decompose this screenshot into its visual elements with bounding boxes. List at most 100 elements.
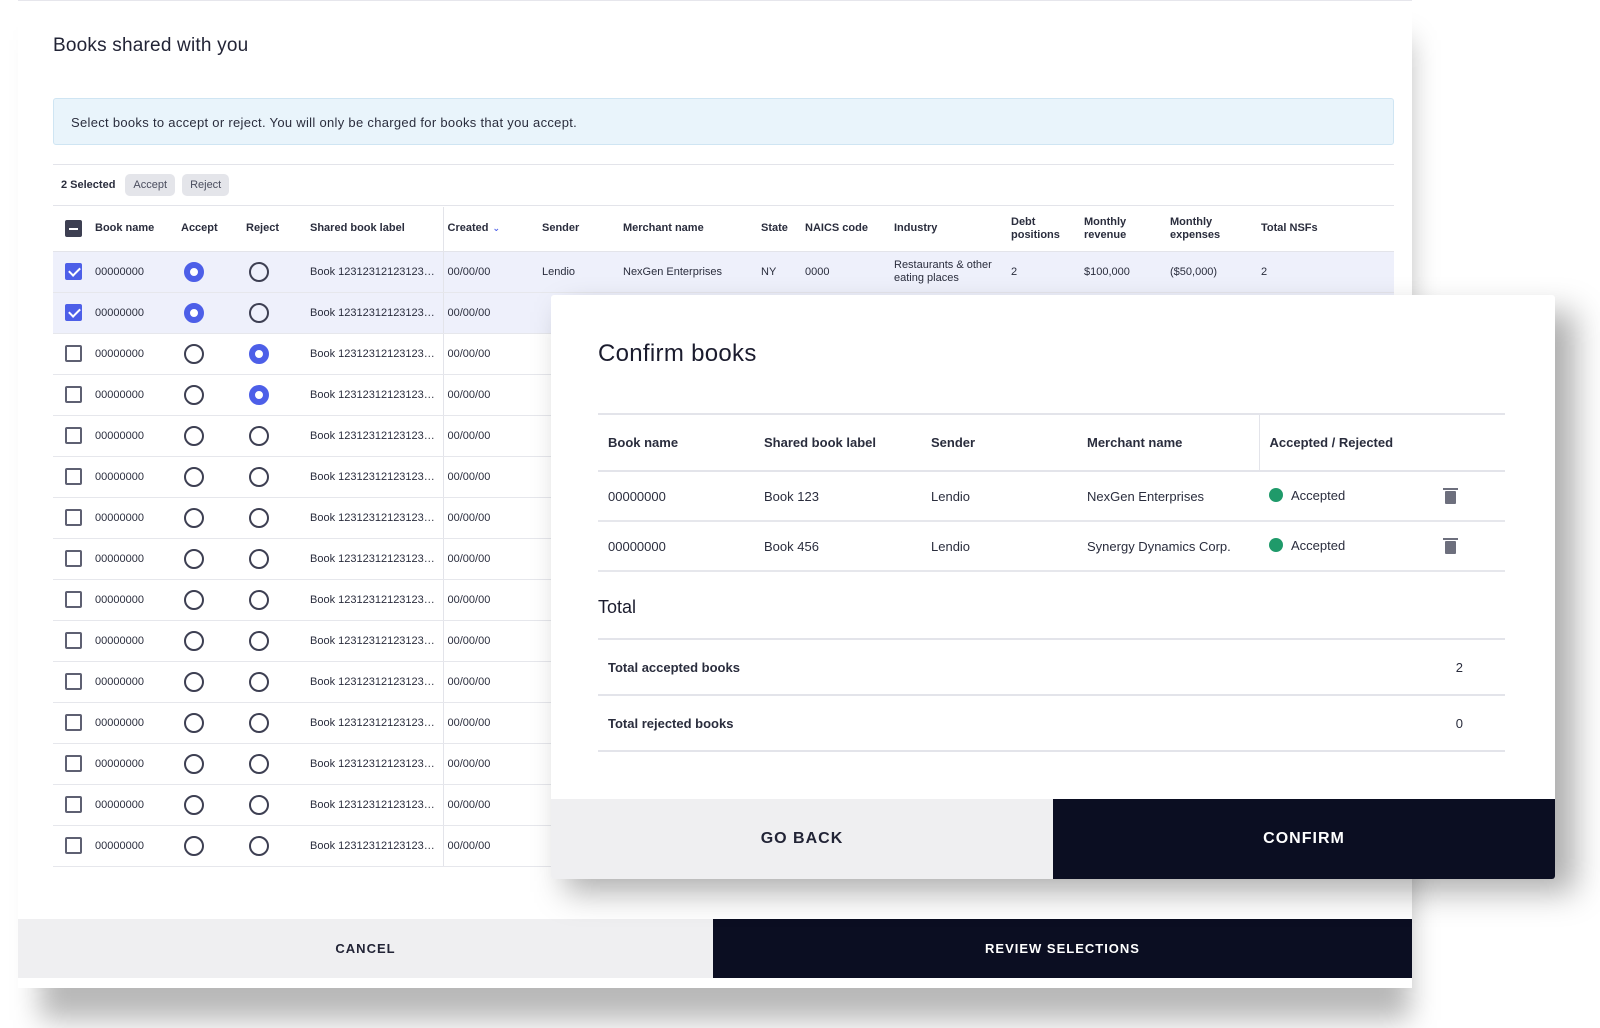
row-select-cell xyxy=(53,333,91,375)
row-checkbox[interactable] xyxy=(65,755,82,772)
confirm-col-shared-label: Shared book label xyxy=(754,413,921,472)
created-cell: 00/00/00 xyxy=(443,702,538,744)
chevron-down-icon[interactable]: ⌄ xyxy=(492,223,501,234)
reject-radio[interactable] xyxy=(249,548,269,569)
bulk-reject-button[interactable]: Reject xyxy=(182,174,230,196)
accept-radio[interactable] xyxy=(184,753,204,774)
row-checkbox[interactable] xyxy=(65,796,82,813)
shared-book-label-cell: Book 123123121231231231 xyxy=(306,784,444,826)
table-row: 00000000 Book 456 Lendio Synergy Dynamic… xyxy=(598,521,1505,572)
trash-icon[interactable] xyxy=(1443,537,1459,554)
reject-radio[interactable] xyxy=(249,261,269,282)
reject-cell xyxy=(242,825,306,867)
selected-count: 2 Selected xyxy=(61,179,116,191)
book-name-cell: 00000000 xyxy=(91,251,177,293)
reject-radio[interactable] xyxy=(249,589,269,610)
book-name-cell: 00000000 xyxy=(91,702,177,744)
reject-cell xyxy=(242,784,306,826)
row-checkbox[interactable] xyxy=(65,304,82,321)
reject-radio[interactable] xyxy=(249,630,269,651)
col-total-nsfs: Total NSFs xyxy=(1257,207,1394,252)
reject-radio[interactable] xyxy=(249,507,269,528)
accept-radio[interactable] xyxy=(184,712,204,733)
row-checkbox[interactable] xyxy=(65,468,82,485)
accept-radio[interactable] xyxy=(184,589,204,610)
reject-radio[interactable] xyxy=(249,794,269,815)
reject-radio[interactable] xyxy=(249,302,269,323)
debt-positions-cell: 2 xyxy=(1007,251,1080,293)
accept-radio[interactable] xyxy=(184,425,204,446)
reject-cell xyxy=(242,579,306,621)
col-created[interactable]: Created ⌄ xyxy=(443,207,538,252)
accept-radio[interactable] xyxy=(184,835,204,856)
reject-radio[interactable] xyxy=(249,466,269,487)
confirm-button[interactable]: CONFIRM xyxy=(1053,799,1555,879)
row-checkbox[interactable] xyxy=(65,632,82,649)
total-heading: Total xyxy=(598,597,637,617)
row-checkbox[interactable] xyxy=(65,509,82,526)
go-back-button[interactable]: GO BACK xyxy=(551,799,1053,879)
reject-cell xyxy=(242,251,306,293)
shared-book-label-cell: Book 123123121231231231 xyxy=(306,825,444,867)
col-state: State xyxy=(757,207,801,252)
row-checkbox[interactable] xyxy=(65,591,82,608)
reject-cell xyxy=(242,456,306,498)
reject-cell xyxy=(242,497,306,539)
accept-cell xyxy=(177,579,242,621)
accept-radio[interactable] xyxy=(184,466,204,487)
accept-cell xyxy=(177,620,242,662)
row-checkbox[interactable] xyxy=(65,837,82,854)
accept-radio[interactable] xyxy=(184,671,204,692)
reject-radio[interactable] xyxy=(249,384,269,405)
trash-icon[interactable] xyxy=(1443,487,1459,504)
col-debt-positions: Debt positions xyxy=(1007,207,1080,252)
row-checkbox[interactable] xyxy=(65,673,82,690)
shared-book-label-cell: Book 123123121231231231 xyxy=(306,374,444,416)
row-checkbox[interactable] xyxy=(65,427,82,444)
review-selections-button[interactable]: REVIEW SELECTIONS xyxy=(713,919,1412,978)
reject-radio[interactable] xyxy=(249,712,269,733)
row-select-cell xyxy=(53,497,91,539)
total-accepted-value: 2 xyxy=(1237,638,1505,695)
accept-radio[interactable] xyxy=(184,261,204,282)
reject-radio[interactable] xyxy=(249,425,269,446)
shared-book-label-cell: Book 123123121231231231 xyxy=(306,456,444,498)
industry-cell: Restaurants & other eating places xyxy=(890,251,1007,293)
row-checkbox[interactable] xyxy=(65,714,82,731)
book-name-cell: 00000000 xyxy=(91,538,177,580)
accept-radio[interactable] xyxy=(184,548,204,569)
row-checkbox[interactable] xyxy=(65,550,82,567)
shared-book-label-cell: Book 123123121231231231 xyxy=(306,292,444,334)
book-name-cell: 00000000 xyxy=(91,579,177,621)
select-all-checkbox[interactable] xyxy=(65,220,82,238)
sender-cell: Lendio xyxy=(538,251,619,293)
reject-radio[interactable] xyxy=(249,671,269,692)
table-row[interactable]: 00000000 Book 123123121231231231 00/00/00 L… xyxy=(53,251,1394,293)
row-checkbox[interactable] xyxy=(65,386,82,403)
created-cell: 00/00/00 xyxy=(443,579,538,621)
row-checkbox[interactable] xyxy=(65,263,82,280)
confirm-status: Accepted xyxy=(1291,488,1346,504)
cancel-button[interactable]: CANCEL xyxy=(18,919,713,978)
reject-radio[interactable] xyxy=(249,343,269,364)
panel-footer: CANCEL REVIEW SELECTIONS xyxy=(18,919,1412,978)
confirm-col-merchant: Merchant name xyxy=(1077,413,1259,472)
reject-cell xyxy=(242,743,306,785)
monthly-revenue-cell: $100,000 xyxy=(1080,251,1166,293)
accept-cell xyxy=(177,415,242,457)
accept-radio[interactable] xyxy=(184,794,204,815)
bulk-accept-button[interactable]: Accept xyxy=(125,174,176,196)
accept-radio[interactable] xyxy=(184,343,204,364)
reject-radio[interactable] xyxy=(249,835,269,856)
accept-radio[interactable] xyxy=(184,302,204,323)
row-checkbox[interactable] xyxy=(65,345,82,362)
accept-radio[interactable] xyxy=(184,384,204,405)
accept-radio[interactable] xyxy=(184,507,204,528)
row-select-cell xyxy=(53,743,91,785)
reject-radio[interactable] xyxy=(249,753,269,774)
reject-cell xyxy=(242,374,306,416)
naics-code-cell: 0000 xyxy=(801,251,890,293)
row-select-cell xyxy=(53,415,91,457)
accept-radio[interactable] xyxy=(184,630,204,651)
row-select-cell xyxy=(53,784,91,826)
